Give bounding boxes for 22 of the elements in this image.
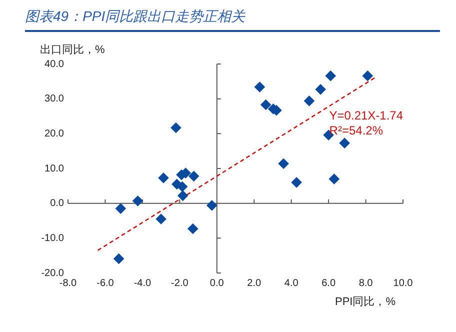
annotation: R²=54.2% <box>329 123 384 138</box>
y-tick-label: 10.0 <box>44 163 64 174</box>
x-axis-title: PPI同比，% <box>335 295 396 309</box>
y-tick-label: 0.0 <box>50 198 64 210</box>
x-tick-label: 0.0 <box>210 278 224 289</box>
x-tick-label: 4.0 <box>284 278 299 289</box>
x-tick-label: 8.0 <box>358 278 374 289</box>
x-tick-label: -6.0 <box>96 278 114 289</box>
y-tick-label: -20.0 <box>41 268 64 279</box>
x-tick-label: 2.0 <box>247 278 262 289</box>
x-tick-label: 6.0 <box>322 278 336 289</box>
y-axis-title: 出口同比，% <box>40 43 105 57</box>
x-tick-label: -8.0 <box>59 278 78 289</box>
x-tick-label: -4.0 <box>134 278 152 289</box>
y-tick-label: 40.0 <box>44 58 64 70</box>
y-tick-label: 20.0 <box>44 128 64 140</box>
y-tick-label: -10.0 <box>41 232 64 244</box>
y-tick-label: 30.0 <box>44 94 64 105</box>
x-tick-label: 10.0 <box>393 278 414 289</box>
annotation: Y=0.21X-1.74 <box>329 108 404 122</box>
x-tick-label: -2.0 <box>171 278 189 289</box>
chart-title: 图表49：PPI同比跟出口走势正相关 <box>25 8 440 32</box>
